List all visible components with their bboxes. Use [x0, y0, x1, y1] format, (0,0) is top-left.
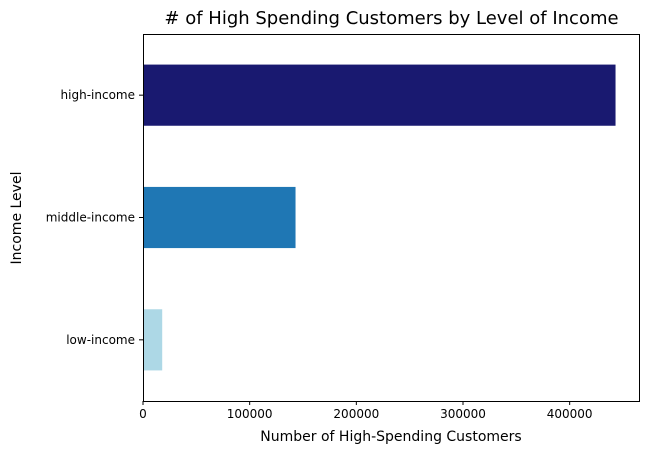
x-axis-label: Number of High-Spending Customers	[260, 429, 522, 445]
bar-high-income	[143, 64, 616, 126]
x-tick-label: 200000	[333, 407, 379, 421]
plot-frame	[143, 34, 640, 402]
chart-title: # of High Spending Customers by Level of…	[164, 8, 619, 29]
x-tick-label: 0	[139, 407, 147, 421]
bars-group	[143, 64, 616, 371]
y-tick-label: low-income	[66, 333, 135, 347]
x-tick-label: 300000	[440, 407, 486, 421]
y-tick-label: high-income	[61, 88, 135, 102]
y-axis-label: Income Level	[9, 171, 25, 265]
bar-middle-income	[143, 186, 296, 249]
bar-low-income	[143, 309, 163, 371]
x-tick-label: 100000	[227, 407, 273, 421]
x-axis-ticks: 0 100000 200000 300000 400000	[139, 401, 593, 421]
y-tick-label: middle-income	[46, 211, 135, 225]
y-axis-ticks: low-income middle-income high-income	[46, 88, 143, 347]
x-tick-label: 400000	[547, 407, 593, 421]
